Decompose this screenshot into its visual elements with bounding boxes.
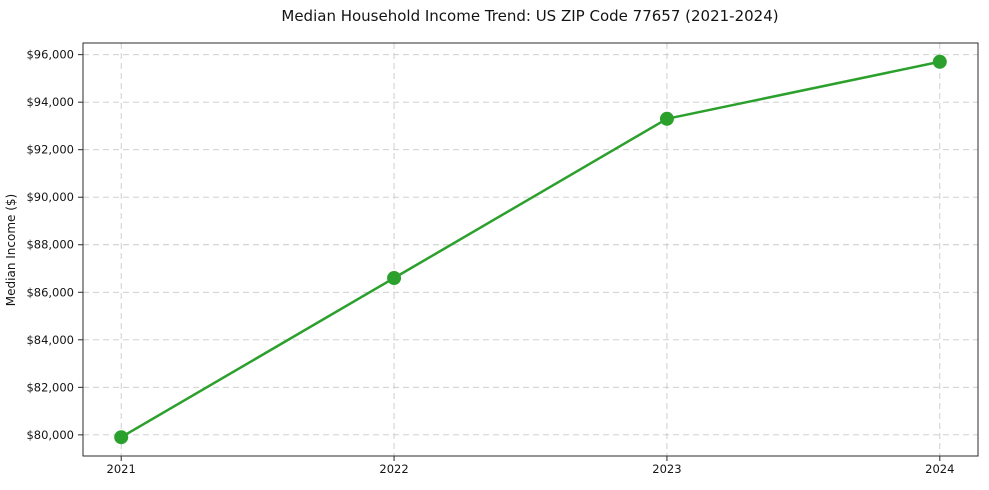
axes-layer: $80,000 $82,000 $84,000 $86,000 $88,000 $90,0… <box>26 42 979 476</box>
y-tick-label: $80,000 <box>26 428 74 442</box>
y-axis-label: Median Income ($) <box>4 194 18 306</box>
plot-border <box>82 42 979 457</box>
x-tick-label: 2022 <box>379 462 408 476</box>
y-tick-label: $82,000 <box>26 380 74 394</box>
trend-line <box>119 60 942 439</box>
y-tick-label: $94,000 <box>26 95 74 109</box>
y-tick-label: $90,000 <box>26 190 74 204</box>
series-layer <box>114 54 947 445</box>
x-tick-label: 2021 <box>107 462 136 476</box>
data-point-2021 <box>114 430 129 445</box>
data-point-2022 <box>387 271 402 286</box>
data-point-2024 <box>932 54 947 69</box>
grid-layer <box>83 43 978 456</box>
y-tick-label: $92,000 <box>26 143 74 157</box>
y-tick-label: $84,000 <box>26 333 74 347</box>
y-tick-label: $96,000 <box>26 48 74 62</box>
chart-title: Median Household Income Trend: US ZIP Co… <box>281 7 778 25</box>
x-tick-label: 2024 <box>925 462 954 476</box>
data-point-2023 <box>659 111 674 126</box>
y-tick-label: $86,000 <box>26 285 74 299</box>
y-tick-label: $88,000 <box>26 238 74 252</box>
x-tick-label: 2023 <box>652 462 681 476</box>
